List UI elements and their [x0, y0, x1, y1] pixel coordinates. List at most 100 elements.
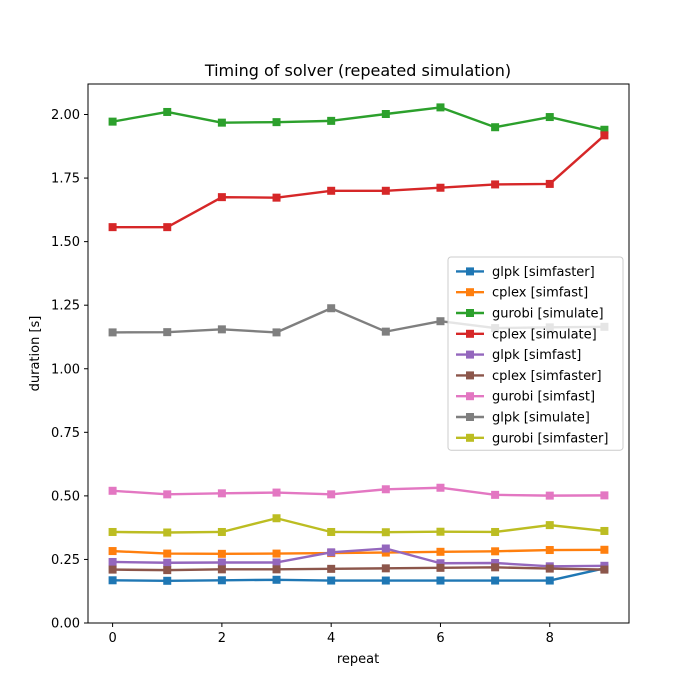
- legend-label: gurobi [simfast]: [492, 390, 595, 405]
- y-tick-label: 1.50: [51, 235, 80, 250]
- y-axis: 0.00 0.25 0.50 0.75 1.00 1.25 1.50 1.75 2.00: [51, 108, 88, 632]
- data-point: [381, 548, 390, 557]
- x-tick-label: 4: [327, 631, 335, 646]
- series-line: [111, 517, 606, 534]
- data-point: [436, 483, 445, 492]
- data-point: [491, 563, 500, 572]
- legend-label: glpk [simfaster]: [492, 265, 595, 280]
- legend-marker: [466, 371, 474, 380]
- data-point: [491, 527, 500, 536]
- legend-marker: [466, 413, 474, 421]
- data-point: [327, 576, 336, 585]
- legend: glpk [simfaster] cplex [simfast] gurobi [s…: [447, 256, 624, 451]
- data-point: [272, 328, 281, 337]
- data-point: [600, 125, 609, 134]
- data-point: [163, 528, 172, 537]
- data-point: [272, 118, 281, 127]
- series-line: [111, 486, 606, 497]
- series-line: [111, 106, 606, 132]
- data-point: [545, 113, 554, 122]
- data-point: [108, 223, 117, 232]
- x-axis-title: repeat: [337, 652, 379, 667]
- legend-item: gurobi [simfaster]: [456, 431, 608, 446]
- data-point: [381, 576, 390, 585]
- data-point: [163, 490, 172, 499]
- data-point: [491, 547, 500, 556]
- series-1: [108, 564, 609, 585]
- data-point: [163, 328, 172, 337]
- x-axis: 0 2 4 6 8: [108, 623, 554, 646]
- data-point: [108, 557, 117, 566]
- legend-marker: [466, 329, 474, 338]
- legend-label: cplex [simfast]: [492, 286, 588, 301]
- x-tick-label: 0: [108, 631, 116, 646]
- y-tick-label: 0.75: [51, 426, 80, 441]
- data-point: [272, 565, 281, 574]
- x-tick-label: 2: [218, 631, 226, 646]
- y-tick-label: 2.00: [51, 108, 80, 123]
- data-point: [217, 558, 226, 567]
- legend-label: cplex [simulate]: [492, 327, 597, 342]
- legend-marker: [466, 309, 474, 317]
- data-point: [545, 179, 554, 188]
- data-point: [272, 575, 281, 584]
- legend-item: glpk [simfaster]: [456, 265, 595, 280]
- data-point: [600, 526, 609, 535]
- legend-marker: [466, 288, 474, 297]
- series-line: [111, 566, 606, 572]
- data-point: [163, 558, 172, 567]
- series-6: [108, 563, 609, 575]
- series-line: [111, 133, 607, 229]
- y-axis-title: duration [s]: [28, 316, 43, 392]
- data-point: [600, 545, 609, 554]
- y-tick-label: 0.00: [51, 617, 80, 632]
- data-point: [436, 317, 445, 326]
- data-point: [545, 546, 554, 555]
- data-point: [491, 558, 500, 567]
- legend-label: cplex [simfaster]: [492, 369, 602, 384]
- data-point: [600, 131, 609, 140]
- data-point: [217, 527, 226, 536]
- data-point: [436, 576, 445, 585]
- data-point: [545, 521, 554, 530]
- y-tick-label: 1.00: [51, 362, 80, 377]
- data-point: [217, 489, 226, 498]
- data-point: [217, 565, 226, 574]
- data-point: [381, 564, 390, 573]
- data-point: [163, 576, 172, 585]
- data-point: [381, 544, 390, 553]
- series-line: [111, 547, 606, 568]
- legend-marker: [466, 392, 474, 401]
- data-point: [217, 549, 226, 558]
- data-point: [272, 514, 281, 523]
- legend-label: glpk [simfast]: [492, 348, 581, 363]
- series-line: [111, 566, 606, 582]
- data-point: [327, 564, 336, 573]
- series-3: [108, 103, 609, 134]
- data-point: [545, 576, 554, 585]
- legend-item: cplex [simulate]: [456, 327, 597, 342]
- data-point: [327, 527, 336, 536]
- legend-item: glpk [simfast]: [456, 348, 581, 363]
- data-point: [163, 549, 172, 558]
- data-point: [217, 118, 226, 127]
- data-point: [491, 123, 500, 132]
- data-point: [436, 547, 445, 556]
- data-point: [108, 547, 117, 556]
- data-point: [217, 576, 226, 585]
- x-tick-label: 8: [546, 631, 554, 646]
- legend-label: gurobi [simfaster]: [492, 431, 608, 446]
- data-point: [600, 565, 609, 574]
- data-point: [327, 490, 336, 499]
- legend-item: gurobi [simulate]: [456, 307, 604, 322]
- data-point: [381, 110, 390, 119]
- data-point: [381, 327, 390, 336]
- data-point: [217, 193, 226, 202]
- y-tick-label: 0.25: [51, 553, 80, 568]
- data-point: [491, 180, 500, 189]
- data-point: [272, 193, 281, 202]
- data-point: [163, 223, 172, 232]
- data-point: [600, 491, 609, 500]
- legend-marker: [466, 350, 474, 359]
- data-point: [108, 117, 117, 126]
